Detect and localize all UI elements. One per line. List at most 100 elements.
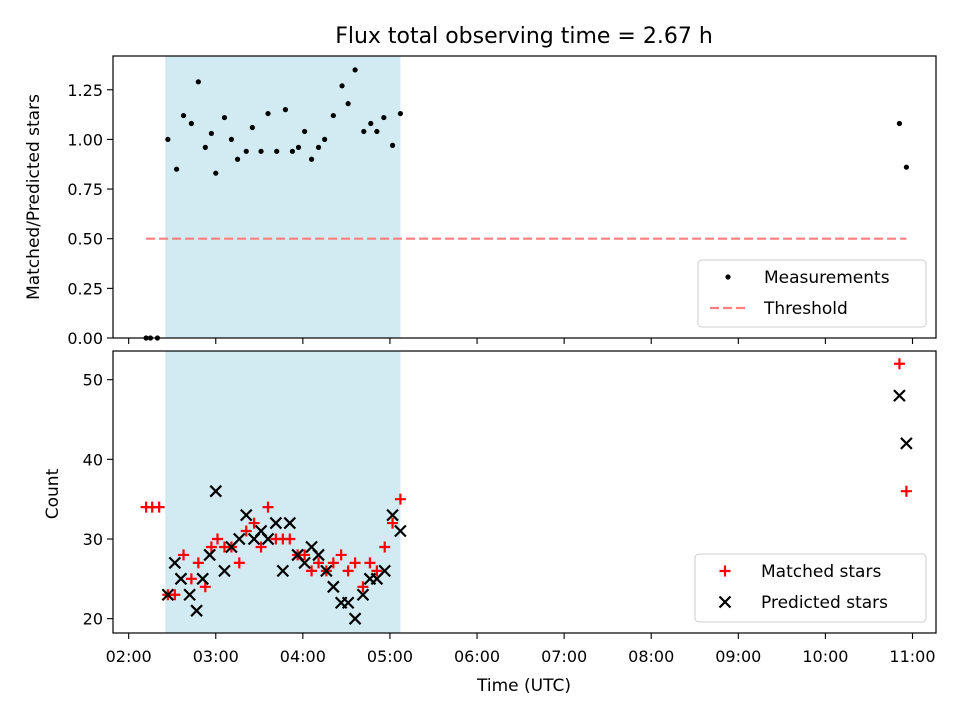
data-point bbox=[327, 557, 339, 569]
observing-window-span bbox=[165, 351, 401, 633]
data-point bbox=[168, 556, 182, 570]
x-tick-label: 08:00 bbox=[628, 647, 674, 666]
data-point bbox=[345, 101, 351, 107]
data-point bbox=[262, 501, 274, 513]
data-point bbox=[261, 532, 275, 546]
data-point bbox=[315, 144, 322, 150]
data-point bbox=[228, 136, 235, 143]
y-tick-label: 40 bbox=[83, 450, 103, 469]
data-point bbox=[276, 564, 290, 578]
data-point bbox=[249, 124, 255, 131]
chart-title: Flux total observing time = 2.67 h bbox=[335, 24, 713, 49]
count-panel: 20 30 40 50 02:00 03:00 04:00 05:00 06:00 07:00 08… bbox=[83, 350, 937, 666]
data-point bbox=[239, 508, 253, 522]
bottom-y-axis-label: Count bbox=[43, 468, 63, 519]
data-point bbox=[299, 549, 311, 561]
legend-marker bbox=[725, 274, 731, 280]
data-point bbox=[349, 557, 361, 569]
legend-label: Measurements bbox=[764, 268, 890, 288]
data-point bbox=[255, 541, 267, 553]
data-point bbox=[378, 564, 391, 578]
data-point bbox=[335, 549, 347, 561]
data-point bbox=[893, 358, 905, 370]
data-point bbox=[213, 170, 219, 176]
data-point bbox=[183, 588, 196, 602]
data-point bbox=[903, 164, 909, 170]
legend-box bbox=[697, 259, 927, 328]
bottom-x-axis-label: Time (UTC) bbox=[476, 676, 571, 696]
plot-frame bbox=[112, 350, 937, 634]
x-tick-label: 05:00 bbox=[367, 647, 413, 666]
y-tick-label: 0.00 bbox=[67, 329, 103, 348]
data-point bbox=[243, 148, 249, 154]
data-point bbox=[282, 107, 289, 113]
y-tick-label: 1.00 bbox=[67, 130, 103, 149]
data-point bbox=[339, 83, 345, 89]
data-point bbox=[195, 79, 201, 85]
y-tick-label: 30 bbox=[83, 530, 103, 549]
plot-frame bbox=[112, 55, 937, 339]
data-point bbox=[900, 485, 912, 497]
data-point bbox=[153, 501, 165, 513]
y-tick-label: 1.25 bbox=[67, 81, 103, 100]
data-point bbox=[327, 580, 340, 594]
data-point bbox=[265, 110, 271, 117]
x-tick-label: 02:00 bbox=[106, 647, 152, 666]
top-y-axis-label: Matched/Predicted stars bbox=[24, 94, 44, 300]
data-point bbox=[173, 166, 180, 172]
x-tick-label: 03:00 bbox=[193, 647, 239, 666]
data-point bbox=[389, 142, 396, 148]
data-point bbox=[357, 581, 369, 593]
data-point bbox=[180, 112, 187, 119]
legend-marker bbox=[718, 595, 732, 609]
data-point bbox=[165, 136, 171, 143]
data-point bbox=[381, 114, 387, 121]
data-point bbox=[368, 120, 374, 127]
data-point bbox=[258, 148, 264, 154]
legend-marker bbox=[719, 565, 731, 577]
observing-window-span bbox=[165, 56, 401, 338]
data-point bbox=[298, 556, 311, 570]
x-tick-label: 10:00 bbox=[802, 647, 848, 666]
data-point bbox=[212, 533, 224, 545]
y-tick-label: 0.75 bbox=[67, 180, 103, 199]
data-point bbox=[161, 588, 175, 602]
data-point bbox=[322, 136, 328, 143]
legend-label: Predicted stars bbox=[761, 593, 888, 613]
data-point bbox=[169, 589, 181, 601]
x-tick-label: 09:00 bbox=[715, 647, 761, 666]
data-point bbox=[289, 148, 296, 154]
x-tick-label: 11:00 bbox=[889, 647, 935, 666]
data-point bbox=[174, 572, 188, 586]
data-point bbox=[248, 517, 260, 529]
data-point bbox=[240, 525, 252, 537]
data-point bbox=[394, 493, 406, 505]
data-point bbox=[361, 128, 367, 135]
data-point bbox=[341, 596, 355, 610]
y-tick-label: 0.50 bbox=[67, 230, 103, 249]
data-point bbox=[283, 516, 297, 530]
legend-label: Matched stars bbox=[761, 562, 881, 582]
data-point bbox=[330, 112, 336, 119]
data-point bbox=[896, 120, 903, 127]
data-point bbox=[893, 389, 906, 402]
y-tick-label: 20 bbox=[83, 610, 103, 629]
data-point bbox=[208, 130, 215, 137]
data-point bbox=[274, 148, 280, 154]
data-point bbox=[269, 516, 283, 530]
data-point bbox=[374, 128, 380, 135]
y-tick-label: 0.25 bbox=[67, 279, 103, 298]
data-point bbox=[185, 573, 197, 585]
data-point bbox=[178, 549, 190, 561]
data-point bbox=[196, 572, 209, 586]
x-tick-label: 04:00 bbox=[280, 647, 326, 666]
data-point bbox=[199, 581, 211, 593]
legend-box bbox=[694, 553, 927, 623]
data-point bbox=[203, 548, 216, 562]
data-point bbox=[313, 557, 325, 569]
data-point bbox=[394, 524, 407, 538]
data-point bbox=[295, 144, 302, 150]
x-tick-label: 06:00 bbox=[454, 647, 500, 666]
data-point bbox=[284, 533, 296, 545]
